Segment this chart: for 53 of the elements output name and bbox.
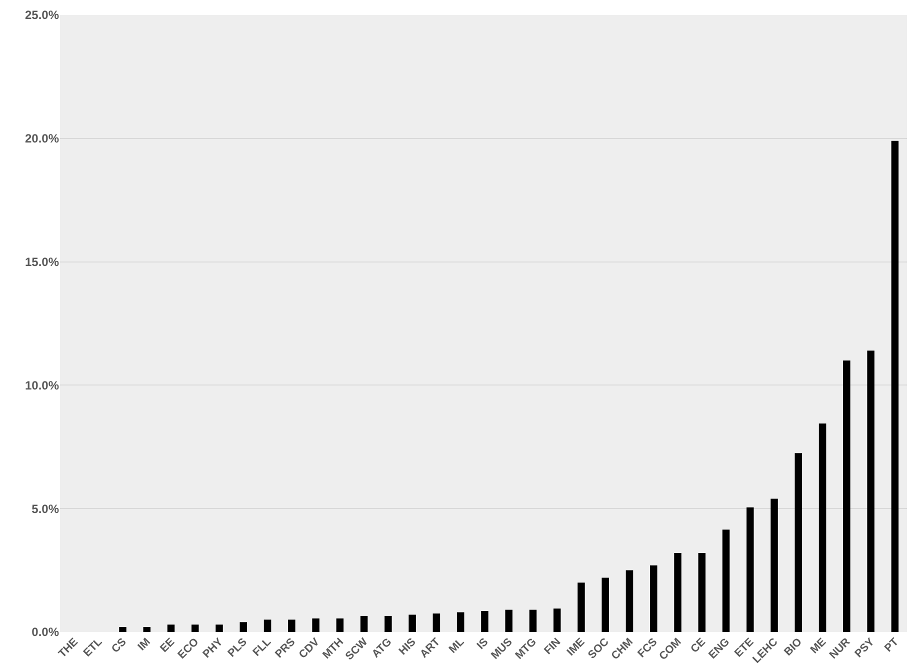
bar bbox=[891, 140, 899, 632]
bar bbox=[408, 614, 416, 632]
bar bbox=[167, 624, 175, 632]
bar bbox=[432, 613, 440, 632]
bar bbox=[867, 350, 874, 632]
bar bbox=[578, 582, 585, 632]
bar bbox=[481, 611, 488, 632]
x-tick-label: ME bbox=[808, 636, 829, 656]
bar bbox=[626, 570, 634, 632]
y-tick-label: 10.0% bbox=[24, 378, 60, 392]
bar bbox=[192, 624, 199, 632]
x-tick-label: FIN bbox=[542, 636, 564, 658]
bar bbox=[384, 616, 392, 632]
bar bbox=[650, 565, 658, 632]
bar bbox=[770, 498, 778, 632]
bar bbox=[312, 618, 320, 632]
bar bbox=[143, 627, 150, 632]
bar bbox=[722, 530, 730, 632]
bar bbox=[843, 360, 850, 632]
bar bbox=[794, 453, 802, 632]
y-tick-label: 25.0% bbox=[24, 8, 60, 22]
x-tick-label: ETL bbox=[81, 636, 105, 660]
x-tick-label: CS bbox=[109, 636, 129, 656]
bar bbox=[336, 618, 344, 632]
x-tick-label: FLL bbox=[250, 636, 274, 659]
x-tick-label: CE bbox=[688, 636, 708, 656]
bar bbox=[698, 553, 706, 632]
y-tick-label: 20.0% bbox=[24, 132, 60, 146]
bar bbox=[216, 624, 223, 632]
bar bbox=[602, 578, 609, 632]
bar bbox=[240, 622, 248, 632]
bar bbox=[674, 553, 682, 632]
bar bbox=[119, 627, 126, 632]
x-tick-label: HIS bbox=[396, 636, 418, 658]
bar bbox=[360, 616, 368, 632]
y-tick-label: 15.0% bbox=[24, 255, 60, 269]
bar bbox=[529, 610, 537, 632]
x-tick-label: EE bbox=[158, 636, 178, 655]
bar bbox=[818, 423, 826, 632]
bar bbox=[746, 507, 754, 632]
bar bbox=[553, 608, 561, 632]
x-tick-label: IME bbox=[564, 636, 588, 658]
x-tick-label: IS bbox=[474, 636, 491, 652]
x-tick-label: PT bbox=[882, 636, 902, 654]
bar bbox=[264, 620, 272, 632]
x-tick-label: ML bbox=[446, 636, 467, 656]
x-tick-label: IM bbox=[136, 636, 153, 654]
x-tick-label: BIO bbox=[782, 636, 805, 658]
bar bbox=[288, 620, 296, 632]
bar bbox=[456, 612, 464, 632]
y-tick-label: 5.0% bbox=[32, 502, 60, 516]
y-tick-label: 0.0% bbox=[32, 625, 60, 640]
bar bbox=[505, 610, 512, 632]
